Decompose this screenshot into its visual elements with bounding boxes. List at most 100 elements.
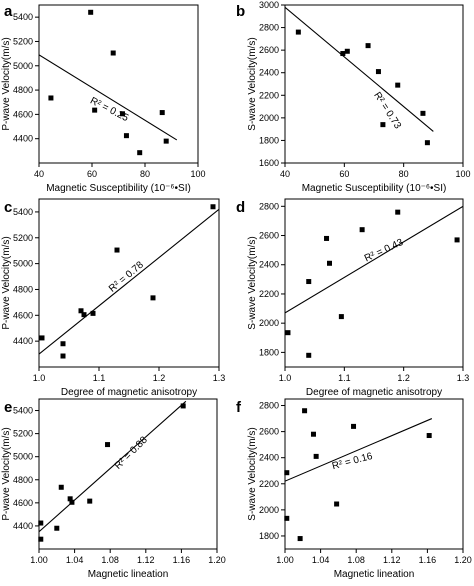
panel-b: 40 60 80 100 1600 1800 2000 2200 2400 2600 2800 300… [236, 0, 471, 194]
data-point [285, 330, 291, 336]
fit-line [39, 400, 187, 533]
x-tick-label: 1.08 [347, 555, 365, 565]
y-tick-label: 2800 [259, 401, 279, 411]
x-axis-label: Magnetic Susceptibility (10⁻⁶•SI) [302, 183, 447, 194]
x-tick-label: 40 [280, 169, 290, 179]
x-tick-label: 1.04 [66, 555, 84, 565]
data-point [306, 352, 312, 358]
data-point [105, 442, 111, 448]
plot-frame [284, 398, 464, 550]
data-point [306, 279, 312, 285]
r-squared-annotation: R² = 0.73 [371, 90, 403, 131]
data-point [375, 69, 381, 75]
x-tick-label: 1.12 [383, 555, 401, 565]
data-point [295, 29, 301, 35]
y-tick-label: 1800 [259, 347, 279, 357]
y-tick-label: 4600 [13, 109, 33, 119]
x-tick-label: 1.08 [101, 555, 119, 565]
y-axis-label: S-wave Velocity(m/s) [247, 236, 258, 329]
data-point [284, 470, 290, 476]
data-point [88, 9, 94, 15]
data-point [284, 515, 290, 521]
y-tick-label: 2400 [259, 68, 279, 78]
y-axis-label: P-wave Velocity(m/s) [1, 37, 12, 130]
y-tick-label: 5200 [13, 429, 33, 439]
data-point [313, 453, 319, 459]
panel-f: 1.00 1.04 1.08 1.12 1.16 1.20 1800 2000 2200 2400… [236, 398, 472, 580]
x-axis-label: Magnetic Susceptibility (10⁻⁶•SI) [46, 183, 191, 194]
y-axis-label: S-wave Velocity(m/s) [247, 37, 258, 130]
x-tick-label: 1.20 [208, 555, 226, 565]
y-tick-label: 2600 [259, 231, 279, 241]
data-point [420, 110, 426, 116]
y-tick-label: 5200 [13, 36, 33, 46]
x-tick-label: 1.16 [173, 555, 191, 565]
data-point [454, 237, 460, 243]
r-squared-annotation: R² = 0.78 [107, 259, 146, 294]
panel-c: 1.0 1.1 1.2 1.3 4400 4600 4800 5000 5200 5400 Degr… [1, 198, 226, 398]
data-point [163, 138, 169, 144]
r-squared-annotation: R² = 0.16 [331, 451, 374, 472]
x-tick-label: 1.00 [276, 555, 294, 565]
y-tick-label: 2200 [259, 90, 279, 100]
data-point [297, 536, 303, 542]
x-tick-label: 40 [34, 169, 44, 179]
y-tick-label: 4400 [13, 134, 33, 144]
y-tick-label: 1600 [259, 158, 279, 168]
y-axis-label: P-wave Velocity(m/s) [1, 427, 12, 520]
y-tick-label: 2600 [259, 427, 279, 437]
x-tick-label: 1.3 [457, 373, 470, 383]
data-point [395, 82, 401, 88]
y-tick-label: 2800 [259, 23, 279, 33]
x-tick-label: 1.2 [153, 373, 166, 383]
plot-frame [38, 4, 199, 164]
data-point [137, 150, 143, 156]
panel-label: d [236, 199, 245, 216]
data-point [48, 95, 54, 101]
y-tick-label: 2000 [259, 113, 279, 123]
y-tick-label: 5000 [13, 61, 33, 71]
data-point [69, 499, 75, 505]
fit-line [285, 205, 463, 314]
y-tick-label: 5400 [13, 406, 33, 416]
data-point [60, 353, 66, 359]
panel-label: f [236, 399, 242, 416]
y-tick-label: 5000 [13, 452, 33, 462]
panel-label: b [236, 3, 245, 20]
r-squared-annotation: R² = 0.88 [113, 434, 150, 471]
y-tick-label: 5000 [13, 259, 33, 269]
data-point [81, 312, 87, 318]
panel-label: e [4, 399, 12, 416]
data-point [340, 51, 346, 57]
data-point [310, 431, 316, 437]
y-tick-label: 1800 [259, 135, 279, 145]
y-tick-label: 2800 [259, 201, 279, 211]
data-point [39, 335, 45, 341]
data-point [123, 133, 129, 139]
data-point [334, 501, 340, 507]
x-tick-label: 60 [87, 169, 97, 179]
x-axis-label: Degree of magnetic anisotropy [61, 387, 197, 398]
x-tick-label: 1.04 [312, 555, 330, 565]
x-tick-label: 1.1 [93, 373, 106, 383]
panel-label: c [4, 199, 12, 216]
data-point [150, 295, 156, 301]
y-tick-label: 4600 [13, 498, 33, 508]
data-point [338, 314, 344, 320]
y-tick-label: 2200 [259, 289, 279, 299]
fit-line [285, 6, 434, 132]
panel-label: a [4, 3, 13, 20]
y-tick-label: 4800 [13, 475, 33, 485]
panel-d: 1.0 1.1 1.2 1.3 1800 2000 2200 2400 2600 2800 Degr… [236, 198, 470, 398]
data-point [365, 43, 371, 49]
data-point [78, 308, 84, 314]
x-tick-label: 1.3 [213, 373, 226, 383]
x-axis-label: Magnetic lineation [334, 569, 415, 580]
x-axis-label: Magnetic lineation [88, 569, 169, 580]
y-tick-label: 2000 [259, 505, 279, 515]
data-point [60, 341, 66, 347]
data-point [424, 140, 430, 146]
y-tick-label: 5400 [13, 207, 33, 217]
data-point [159, 110, 165, 116]
